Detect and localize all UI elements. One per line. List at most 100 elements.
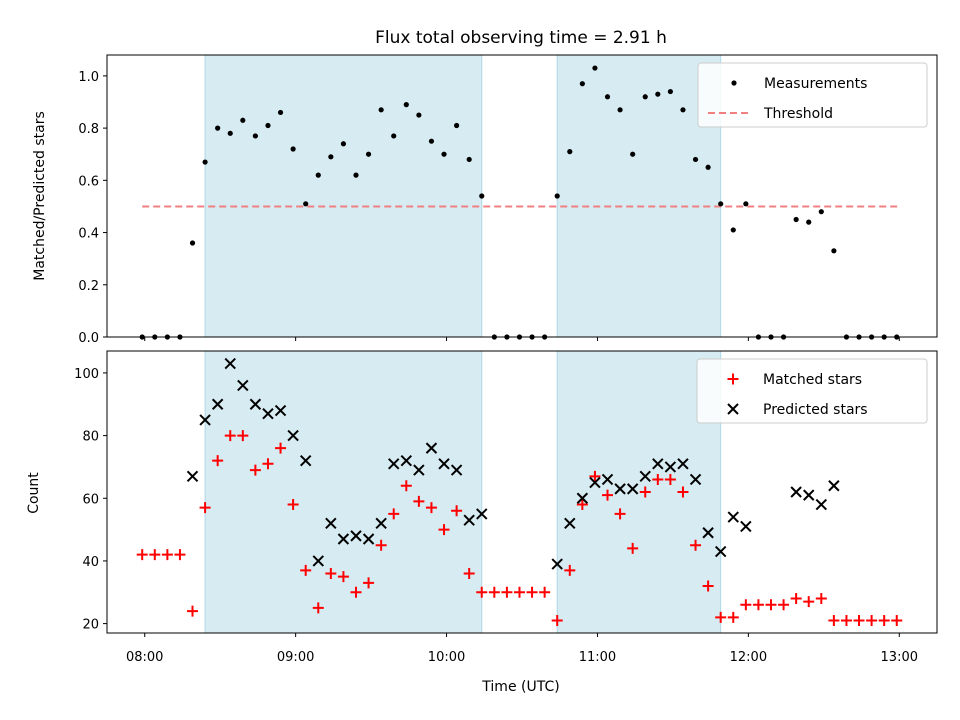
measurement-point: [831, 248, 837, 254]
matched-star-point: [425, 502, 437, 514]
x-tick-label: 11:00: [579, 650, 616, 665]
measurement-point: [189, 240, 196, 246]
predicted-star-point: [362, 533, 375, 545]
predicted-star-point: [476, 508, 488, 520]
chart-title: Flux total observing time = 2.91 h: [375, 28, 667, 48]
matched-star-point: [312, 602, 324, 614]
measurement-point: [202, 159, 208, 165]
x-tick-label: 12:00: [730, 650, 767, 665]
measurement-point: [806, 219, 812, 225]
measurement-point: [730, 227, 736, 233]
predicted-star-point: [815, 498, 828, 511]
measurement-point: [353, 172, 359, 178]
predicted-star-point: [626, 483, 639, 495]
matched-star-point: [551, 614, 563, 626]
matched-star-point: [828, 614, 840, 626]
predicted-star-point: [375, 517, 387, 530]
legend-label: Predicted stars: [763, 402, 868, 418]
matched-star-point: [715, 611, 727, 623]
matched-star-point: [224, 430, 236, 442]
matched-star-point: [350, 586, 362, 598]
measurement-point: [655, 91, 661, 97]
measurement-point: [630, 151, 636, 157]
measurement-point: [479, 193, 485, 199]
predicted-star-point: [652, 458, 664, 470]
measurement-point: [391, 133, 397, 139]
measurement-point: [667, 88, 673, 95]
predicted-star-point: [589, 476, 601, 489]
measurement-point: [617, 107, 623, 113]
predicted-star-point: [639, 470, 651, 483]
measurement-point: [365, 151, 372, 157]
matched-star-point: [237, 430, 249, 442]
predicted-star-point: [211, 398, 224, 410]
predicted-star-point: [689, 473, 702, 486]
matched-star-point: [488, 586, 500, 598]
measurement-point: [227, 130, 233, 136]
matched-star-point: [463, 567, 475, 579]
measurement-point: [340, 141, 347, 147]
matched-star-point: [451, 505, 463, 517]
matched-star-point: [891, 614, 903, 626]
matched-star-point: [413, 495, 425, 507]
matched-star-point: [815, 593, 827, 605]
legend-predicted-marker: [727, 403, 739, 415]
y-tick-label: 0.0: [78, 331, 99, 346]
matched-star-point: [639, 486, 651, 498]
matched-star-point: [576, 499, 588, 511]
predicted-star-point: [350, 530, 362, 542]
predicted-star-point: [601, 473, 614, 486]
shaded-interval: [556, 350, 722, 634]
y-tick-label: 0.8: [78, 122, 99, 137]
matched-star-point: [765, 599, 777, 611]
predicted-star-point: [400, 454, 413, 467]
predicted-star-point: [262, 407, 274, 420]
measurement-point: [240, 117, 246, 123]
matched-star-point: [287, 499, 299, 511]
predicted-star-point: [186, 470, 199, 483]
predicted-star-point: [388, 458, 400, 470]
matched-star-point: [476, 586, 488, 598]
matched-star-point: [677, 486, 689, 498]
y-tick-label: 0.4: [78, 227, 99, 242]
measurement-point: [315, 172, 321, 178]
matched-star-point: [803, 596, 815, 608]
predicted-star-point: [828, 480, 840, 492]
matched-star-point: [539, 586, 551, 598]
legend-label: Matched stars: [763, 372, 862, 388]
matched-star-point: [727, 611, 739, 623]
matched-star-point: [790, 593, 802, 605]
measurement-point: [604, 94, 611, 100]
measurement-point: [290, 146, 296, 152]
shaded-interval: [204, 54, 483, 338]
measurement-point: [416, 112, 422, 118]
plot-frame: [106, 350, 938, 634]
matched-star-point: [438, 524, 450, 536]
predicted-star-point: [299, 454, 312, 467]
measurement-point: [680, 107, 686, 113]
legend-measurement-marker: [731, 80, 737, 86]
y-tick-label: 40: [82, 555, 99, 570]
measurement-point: [579, 81, 585, 87]
matched-star-point: [199, 502, 211, 514]
matched-star-point: [564, 564, 576, 576]
predicted-star-point: [287, 429, 299, 442]
bottom-y-axis-label: Count: [26, 472, 42, 514]
legend-matched-marker: [727, 373, 739, 385]
measurement-point: [403, 102, 409, 108]
matched-star-point: [300, 564, 312, 576]
predicted-star-point: [249, 398, 262, 410]
y-tick-label: 1.0: [78, 70, 99, 85]
matched-star-point: [161, 549, 173, 561]
predicted-star-point: [576, 492, 589, 504]
measurement-point: [252, 133, 258, 139]
predicted-star-point: [790, 486, 802, 498]
legend-label: Measurements: [764, 76, 867, 92]
measurement-point: [642, 94, 648, 100]
matched-star-point: [589, 470, 601, 482]
y-tick-label: 0.6: [78, 174, 99, 189]
y-tick-label: 60: [82, 492, 99, 507]
predicted-star-point: [564, 517, 576, 530]
matched-star-point: [664, 473, 676, 485]
